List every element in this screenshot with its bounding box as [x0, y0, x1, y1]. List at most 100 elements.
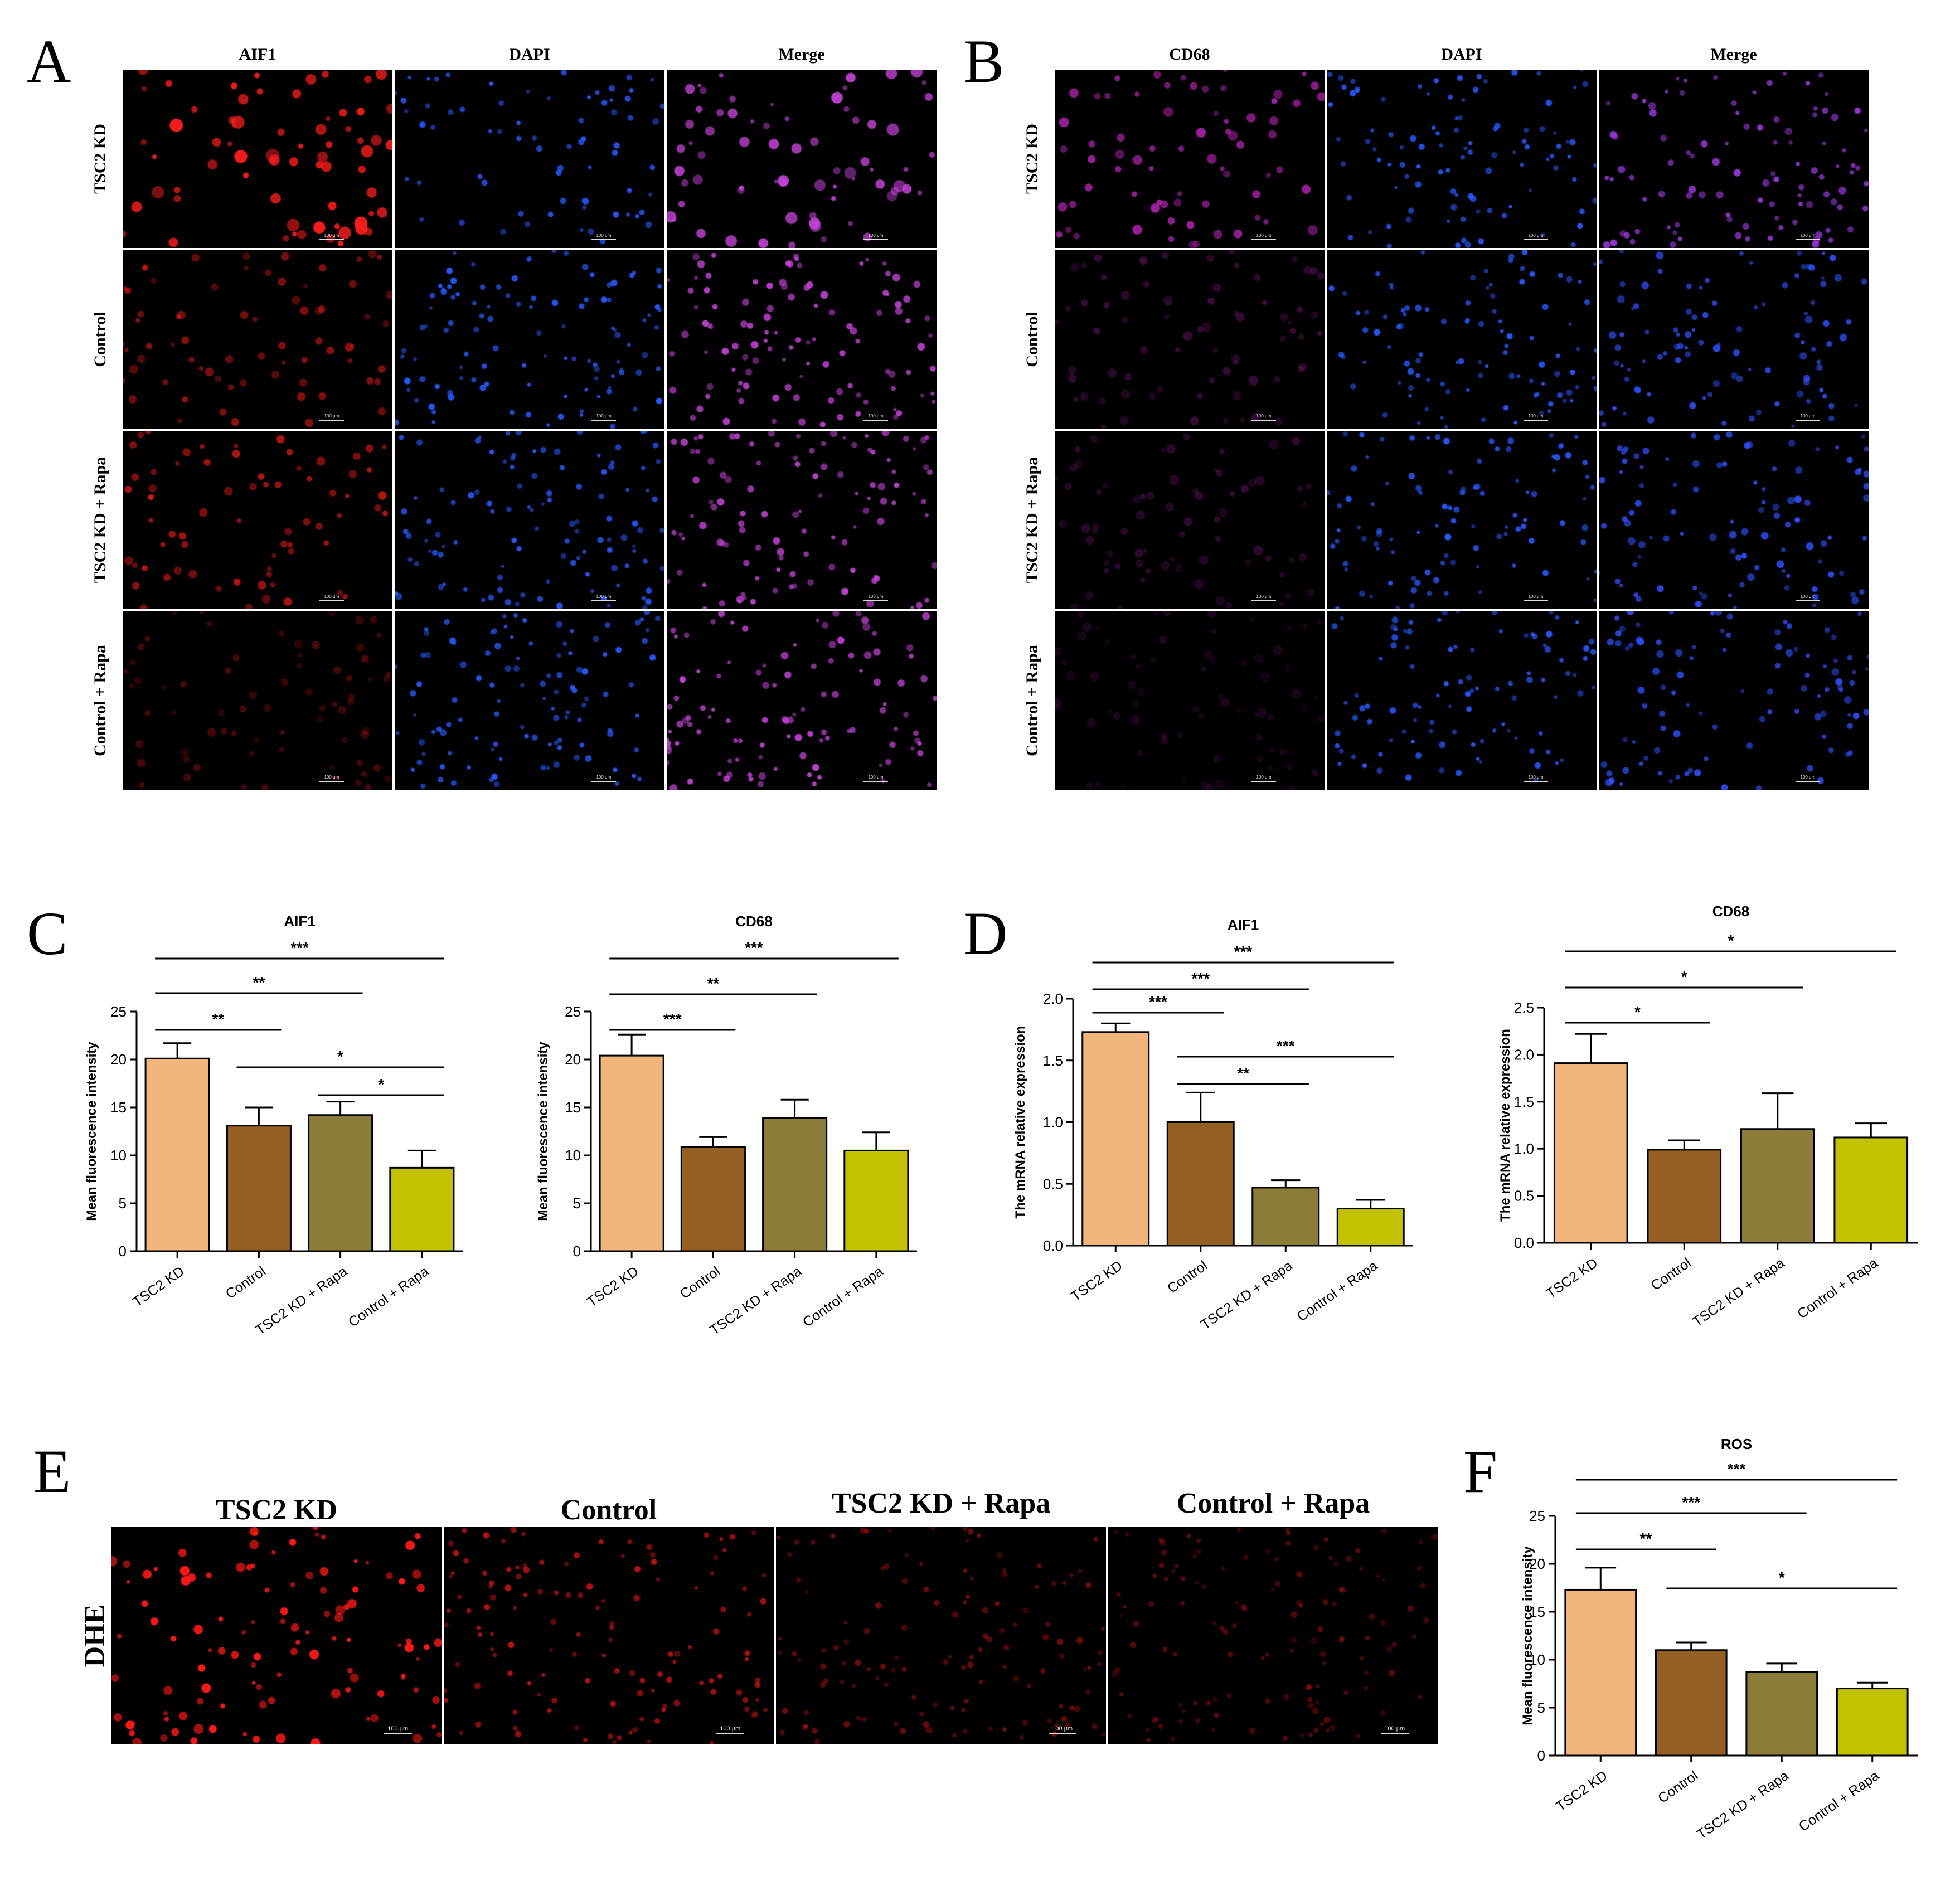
panel-e-column-title-1: Control — [560, 1494, 657, 1526]
panel-a-row-label-2: TSC2 KD + Rapa — [91, 456, 109, 584]
scale-bar-label: 100 μm — [1052, 1725, 1073, 1732]
scale-bar-label: 100 μm — [720, 1725, 741, 1732]
scale-bar — [319, 239, 344, 240]
y-tick-label: 20 — [565, 1051, 581, 1068]
panel-e-column-title-0: TSC2 KD — [215, 1494, 338, 1526]
bar-3 — [389, 1166, 455, 1252]
bar-3 — [1833, 1136, 1909, 1244]
scale-bar — [1251, 781, 1276, 782]
y-tick-label: 0.0 — [1514, 1234, 1534, 1251]
y-tick-label: 15 — [110, 1099, 127, 1116]
panel-e-micrograph-3: 100 μm — [1108, 1527, 1438, 1744]
bar-1 — [1647, 1149, 1722, 1244]
x-tick-label-1: Control — [1165, 1258, 1210, 1296]
bar-2 — [1740, 1128, 1815, 1244]
y-tick-label: 0.0 — [1043, 1237, 1063, 1254]
significance-label-0: * — [1634, 1003, 1641, 1020]
scale-bar-label: 100 μm — [1528, 233, 1544, 238]
y-tick-label: 10 — [110, 1147, 127, 1164]
panel-a-micrograph-2-1: 100 μm — [395, 431, 664, 609]
bar-1 — [1655, 1649, 1728, 1757]
significance-label-1: ** — [253, 974, 265, 991]
x-tick-label-2: TSC2 KD + Rapa — [1198, 1258, 1296, 1333]
y-tick-label: 0.5 — [1043, 1175, 1063, 1192]
y-tick-label: 20 — [110, 1051, 127, 1068]
significance-label-0: *** — [1149, 993, 1167, 1010]
panel-b-micrograph-2-1: 100 μm — [1327, 431, 1597, 609]
scale-bar-label: 100 μm — [596, 414, 612, 419]
bar-2 — [1745, 1671, 1818, 1757]
x-tick-label-3: Control + Rapa — [1796, 1768, 1882, 1835]
scale-bar — [1795, 600, 1820, 601]
significance-label-2: *** — [1728, 1460, 1746, 1477]
scale-bar — [1523, 781, 1548, 782]
scale-bar — [591, 239, 616, 240]
scale-bar-label: 100 μm — [1800, 594, 1816, 599]
significance-label-1: * — [1681, 968, 1687, 985]
x-tick-label-0: TSC2 KD — [1544, 1255, 1601, 1302]
bar-2 — [1251, 1187, 1320, 1247]
chart-title: AIF1 — [1228, 916, 1259, 933]
panel-b-micrograph-0-2: 100 μm — [1599, 70, 1869, 248]
y-tick-label: 10 — [1529, 1651, 1545, 1668]
significance-label-4: * — [378, 1076, 384, 1093]
y-tick-label: 1.5 — [1514, 1093, 1534, 1110]
scale-bar-label: 100 μm — [596, 594, 612, 599]
panel-b-row-label-3: Control + Rapa — [1023, 645, 1041, 756]
y-tick-label: 25 — [110, 1003, 127, 1020]
bar-1 — [680, 1146, 746, 1252]
significance-label-2: *** — [745, 939, 763, 956]
significance-label-0: *** — [663, 1010, 682, 1028]
chart-c-cd68-fluorescence: CD68 0 5 10 15 20 25 Mean fluorescence intensit… — [536, 913, 917, 1338]
chart-title: AIF1 — [284, 913, 315, 930]
panel-a-micrograph-3-0: 100 μm — [123, 611, 392, 790]
scale-bar — [1048, 1733, 1076, 1734]
y-tick-label: 15 — [1529, 1603, 1545, 1620]
panel-b-micrograph-1-0: 100 μm — [1055, 250, 1325, 429]
scale-bar — [1251, 600, 1276, 601]
bar-3 — [1336, 1208, 1405, 1247]
bar-0 — [1081, 1031, 1150, 1247]
y-tick-label: 25 — [1529, 1508, 1545, 1524]
significance-label-4: *** — [1277, 1037, 1295, 1054]
significance-label-2: *** — [290, 939, 309, 956]
scale-bar-label: 100 μm — [868, 775, 884, 780]
panel-b-micrograph-0-0: 100 μm — [1055, 70, 1325, 248]
x-tick-label-1: Control — [223, 1263, 269, 1302]
scale-bar-label: 100 μm — [324, 775, 339, 780]
chart-d-aif1-mrna: AIF1 0.0 0.5 1.0 1.5 2.0 The mRNA relative exp… — [1013, 916, 1413, 1333]
bar-1 — [1166, 1121, 1235, 1247]
y-tick-label: 1.0 — [1514, 1140, 1534, 1157]
scale-bar-label: 100 μm — [596, 775, 612, 780]
panel-a-micrograph-1-1: 100 μm — [395, 250, 664, 429]
panel-b-micrograph-0-1: 100 μm — [1327, 70, 1597, 248]
panel-a-micrograph-3-2: 100 μm — [667, 611, 937, 790]
panel-a-micrograph-0-0: 100 μm — [123, 70, 392, 248]
scale-bar-label: 100 μm — [1528, 414, 1544, 419]
scale-bar-label: 100 μm — [324, 233, 339, 238]
y-tick-label: 5 — [119, 1195, 127, 1212]
bar-3 — [843, 1149, 909, 1252]
scale-bar-label: 100 μm — [324, 594, 339, 599]
bar-2 — [308, 1114, 373, 1252]
panel-letter-c: C — [27, 900, 68, 968]
panel-a-micrograph-1-2: 100 μm — [667, 250, 937, 429]
scale-bar-label: 100 μm — [1256, 775, 1272, 780]
panel-letter-a: A — [27, 27, 71, 95]
bar-3 — [1836, 1688, 1909, 1757]
scale-bar — [863, 420, 888, 421]
bar-1 — [226, 1125, 292, 1252]
panel-b-column-title-1: DAPI — [1441, 45, 1482, 64]
y-axis-label: The mRNA relative expression — [1498, 1029, 1513, 1222]
y-axis-label: Mean fluorescence intensity — [84, 1042, 99, 1221]
panel-e-column-title-2: TSC2 KD + Rapa — [831, 1487, 1051, 1519]
bar-2 — [762, 1117, 828, 1252]
panel-a-row-label-0: TSC2 KD — [91, 124, 109, 194]
y-tick-label: 0 — [119, 1243, 127, 1260]
scale-bar — [1380, 1733, 1409, 1734]
chart-c-aif1-fluorescence: AIF1 0 5 10 15 20 25 Mean fluorescence intensit… — [84, 913, 463, 1338]
panel-a-column-title-1: DAPI — [509, 45, 550, 64]
x-tick-label-0: TSC2 KD — [1068, 1258, 1125, 1305]
y-tick-label: 20 — [1529, 1555, 1545, 1572]
